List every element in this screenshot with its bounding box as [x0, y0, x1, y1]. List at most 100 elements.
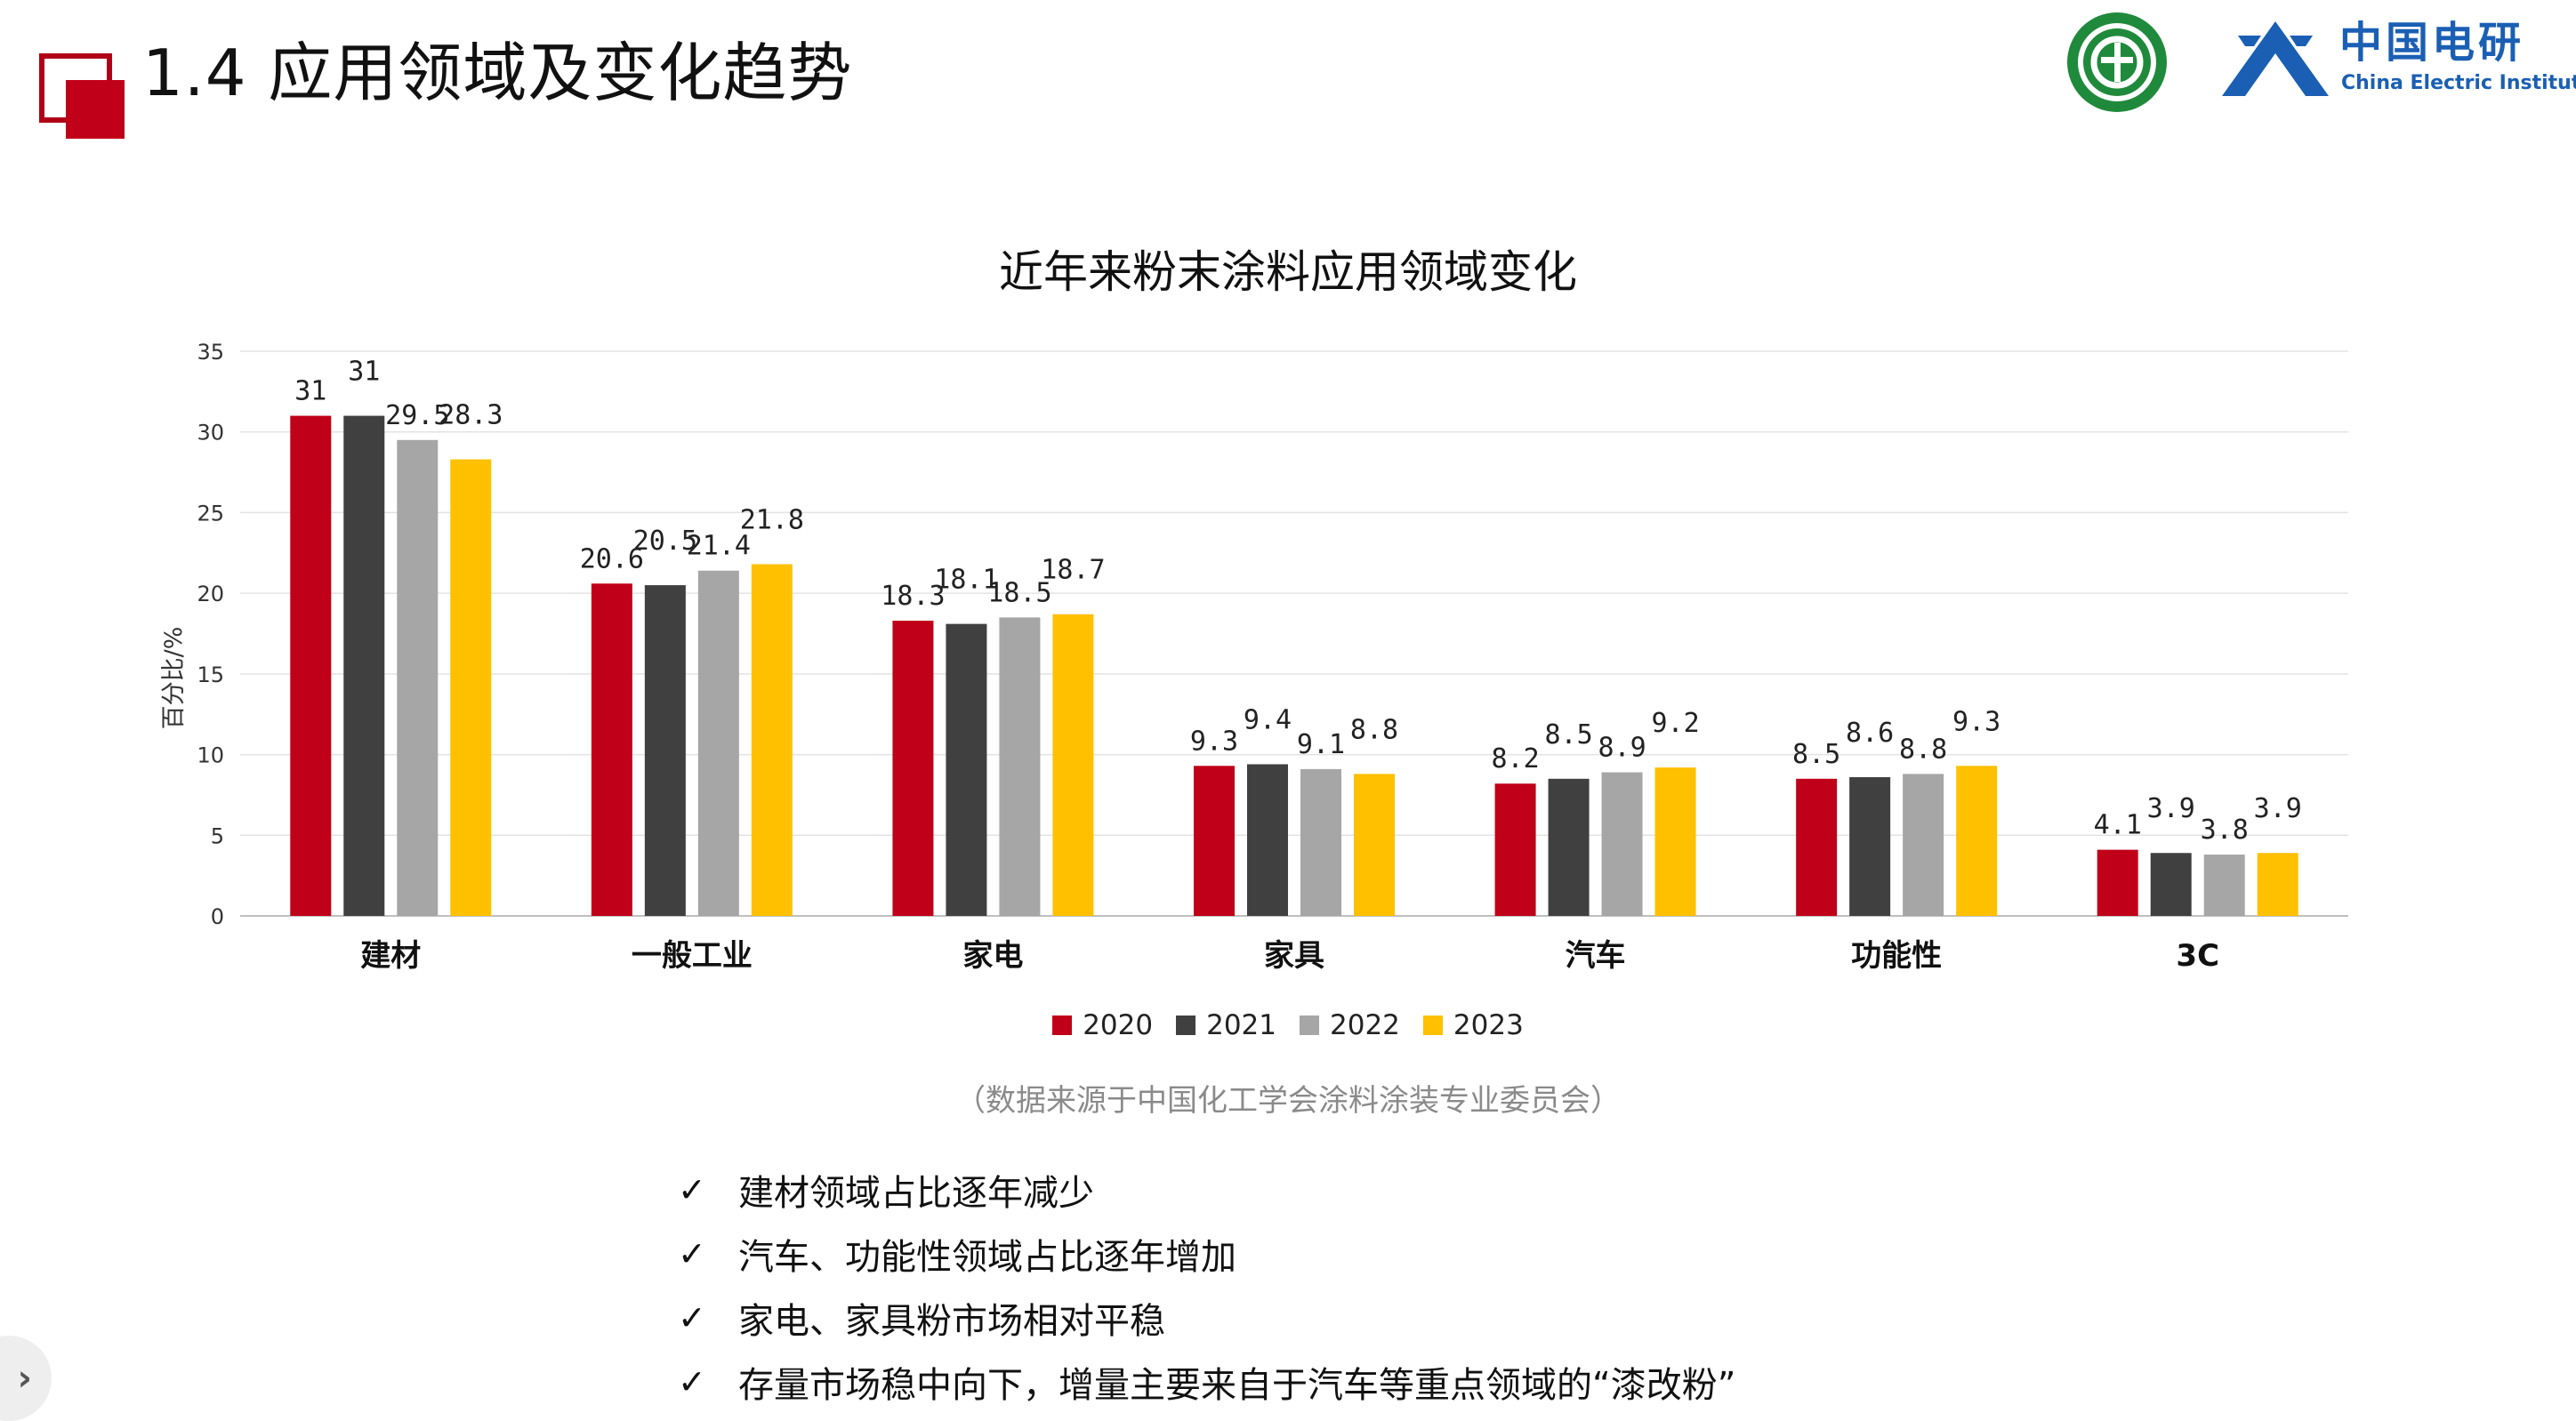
- data-source-note: （数据来源于中国化工学会涂料涂装专业委员会）: [955, 1083, 1621, 1119]
- legend-swatch: [1422, 1016, 1443, 1035]
- bar: [1601, 772, 1643, 916]
- bar: [343, 415, 385, 917]
- list-item-text: 建材领域占比逐年减少: [738, 1173, 1094, 1214]
- bar: [892, 620, 934, 916]
- bar: [1796, 778, 1838, 916]
- list-item: ✓ 家电、家具粉市场相对平稳: [678, 1286, 2190, 1350]
- data-label: 3.8: [2201, 815, 2249, 846]
- y-tick-label: 30: [197, 421, 224, 446]
- bar: [946, 623, 987, 916]
- data-label: 9.1: [1297, 729, 1345, 760]
- y-axis-label: 百分比/%: [160, 627, 188, 730]
- y-tick-label: 10: [197, 743, 224, 768]
- bar: [290, 415, 332, 917]
- data-label: 29.5: [385, 400, 449, 431]
- chevron-right-icon: ›: [17, 1358, 32, 1399]
- data-label: 18.3: [881, 581, 945, 612]
- bar: [751, 564, 793, 916]
- data-label: 9.3: [1190, 726, 1238, 757]
- data-label: 31: [348, 357, 380, 388]
- bar: [591, 583, 632, 916]
- bar: [2150, 853, 2192, 916]
- chart-legend: 2020 2021 2022 2023: [0, 1009, 2576, 1041]
- y-tick-label: 5: [211, 823, 224, 848]
- conclusion-list: ✓ 建材领域占比逐年减少 ✓ 汽车、功能性领域占比逐年增加 ✓ 家电、家具粉市场…: [678, 1158, 2190, 1414]
- category-label: 3C: [2176, 938, 2219, 974]
- cei-name-cn: 中国电研: [2339, 18, 2525, 68]
- bar: [1654, 767, 1696, 916]
- list-item: ✓ 汽车、功能性领域占比逐年增加: [678, 1222, 2190, 1286]
- data-label: 18.5: [987, 577, 1051, 608]
- legend-label: 2023: [1453, 1009, 1524, 1041]
- data-label: 3.9: [2147, 793, 2195, 824]
- data-label: 4.1: [2094, 810, 2142, 841]
- data-label: 8.5: [1544, 719, 1592, 751]
- bar: [2203, 855, 2245, 916]
- y-tick-label: 15: [197, 662, 224, 687]
- data-label: 18.7: [1041, 555, 1105, 586]
- bar: [2097, 849, 2138, 916]
- green-emblem-logo: [2067, 12, 2167, 112]
- data-label: 28.3: [439, 400, 503, 431]
- data-label: 20.6: [580, 543, 644, 574]
- bar: [697, 570, 739, 916]
- bar: [1300, 768, 1341, 916]
- bar: [1956, 766, 1998, 916]
- bar: [644, 585, 686, 916]
- data-label: 8.9: [1598, 733, 1646, 764]
- legend-item: 2020: [1052, 1009, 1153, 1041]
- legend-item: 2021: [1176, 1009, 1276, 1041]
- data-label: 21.8: [740, 504, 804, 535]
- legend-swatch: [1052, 1016, 1073, 1035]
- bar: [1849, 776, 1891, 916]
- legend-swatch: [1300, 1016, 1319, 1035]
- data-label: 8.6: [1846, 718, 1894, 749]
- data-label: 20.5: [633, 526, 697, 557]
- legend-label: 2020: [1083, 1009, 1154, 1041]
- category-label: 一般工业: [632, 938, 753, 974]
- slide-section-icon: [39, 53, 125, 139]
- y-tick-label: 0: [211, 904, 224, 929]
- cei-name-en: China Electric Institute: [2341, 72, 2576, 94]
- data-label: 3.9: [2254, 793, 2302, 824]
- bar: [1548, 778, 1590, 916]
- bar: [2257, 853, 2298, 916]
- list-item: ✓ 建材领域占比逐年减少: [678, 1158, 2190, 1222]
- bar: [1194, 766, 1235, 916]
- bar: [1052, 614, 1094, 916]
- y-tick-label: 20: [197, 582, 224, 606]
- y-tick-label: 35: [197, 340, 224, 365]
- legend-label: 2022: [1330, 1009, 1400, 1041]
- data-label: 9.3: [1952, 706, 2000, 737]
- data-label: 9.4: [1244, 704, 1292, 735]
- category-label: 家电: [962, 938, 1023, 974]
- data-label: 21.4: [687, 531, 751, 562]
- data-label: 18.1: [934, 565, 998, 596]
- check-icon: ✓: [678, 1234, 706, 1273]
- legend-item: 2023: [1422, 1009, 1524, 1041]
- bar: [1494, 783, 1536, 916]
- chart-title: 近年来粉末涂料应用领域变化: [999, 246, 1577, 298]
- check-icon: ✓: [678, 1362, 706, 1401]
- legend-item: 2022: [1300, 1009, 1400, 1041]
- data-label: 9.2: [1651, 708, 1699, 739]
- slide-title: 1.4 应用领域及变化趋势: [142, 36, 853, 110]
- category-label: 建材: [360, 938, 421, 974]
- data-label: 31: [294, 376, 326, 407]
- bar: [397, 439, 439, 916]
- bar: [450, 459, 492, 916]
- data-label: 8.5: [1792, 739, 1840, 770]
- list-item-text: 家电、家具粉市场相对平稳: [738, 1301, 1165, 1342]
- cei-mountain-icon: [2222, 21, 2329, 96]
- category-label: 功能性: [1851, 938, 1942, 974]
- data-label: 8.2: [1491, 743, 1539, 775]
- data-label: 8.8: [1350, 714, 1398, 745]
- cei-logo: 中国电研 China Electric Institute: [2220, 14, 2576, 103]
- data-label: 8.8: [1899, 734, 1947, 765]
- list-item-text: 存量市场稳中向下，增量主要来自于汽车等重点领域的“漆改粉”: [738, 1365, 1736, 1406]
- bar: [1903, 774, 1944, 916]
- category-label: 家具: [1264, 938, 1324, 974]
- y-tick-label: 25: [197, 501, 224, 526]
- list-item: ✓ 存量市场稳中向下，增量主要来自于汽车等重点领域的“漆改粉”: [678, 1350, 2190, 1414]
